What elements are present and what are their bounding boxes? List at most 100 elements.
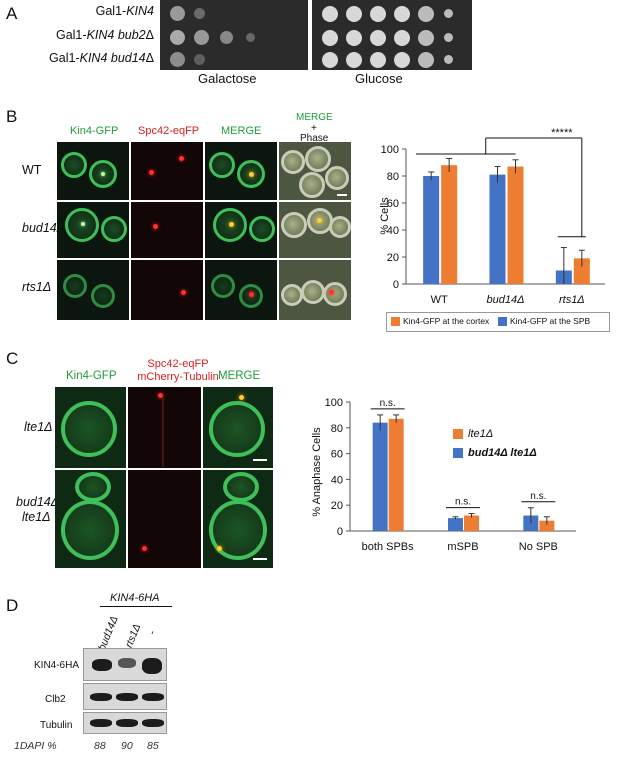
chart-c-ytick-label: 20 bbox=[331, 500, 343, 512]
panel-a-letter: A bbox=[6, 4, 18, 23]
micro-b-bud14-merge bbox=[205, 202, 277, 258]
micro-c-bud14-red bbox=[128, 470, 201, 568]
d-blot-label-clb2: Clb2 bbox=[45, 694, 66, 705]
col-kin4-gfp: Kin4-GFP bbox=[70, 125, 119, 137]
row-label-bud14: bud14Δ bbox=[22, 221, 66, 235]
galactose-plate bbox=[160, 0, 308, 70]
glucose-plate bbox=[312, 0, 472, 70]
micro-c-lte1-merge bbox=[203, 387, 273, 468]
chart-c-ytick-label: 60 bbox=[331, 449, 343, 461]
d-dapi-2: 90 bbox=[121, 740, 133, 752]
chart-b-bar bbox=[441, 165, 458, 284]
panel-d-letter: D bbox=[6, 596, 19, 615]
chart-b-bar bbox=[507, 166, 524, 284]
c-row-lte1: lte1Δ bbox=[24, 420, 53, 434]
micro-b-rts1-spc42 bbox=[131, 260, 203, 320]
strain-label-2: Gal1-KIN4 bub2Δ bbox=[55, 28, 154, 42]
condition-glucose: Glucose bbox=[355, 71, 403, 86]
col-merge-phase-2: Phase bbox=[300, 133, 329, 144]
col-spc42: Spc42-eqFP bbox=[138, 125, 200, 137]
chart-c-bar bbox=[448, 518, 463, 531]
legend-b-cortex-swatch bbox=[391, 317, 400, 326]
c-col-spc42: Spc42-eqFP bbox=[147, 358, 209, 370]
micro-b-rts1-gfp bbox=[57, 260, 129, 320]
legend-b-cortex: Kin4-GFP at the cortex bbox=[403, 316, 490, 326]
d-dapi-label: 1DAPI % bbox=[14, 740, 57, 752]
d-lane-wt: - bbox=[146, 628, 159, 637]
chart-c-ytick-label: 100 bbox=[325, 397, 343, 409]
micro-c-lte1-red bbox=[128, 387, 201, 468]
micro-b-rts1-merge bbox=[205, 260, 277, 320]
d-blot-label-tubulin: Tubulin bbox=[40, 720, 73, 731]
col-merge-phase-plus: + bbox=[311, 123, 317, 134]
chart-b-ytick-label: 0 bbox=[393, 279, 399, 291]
chart-c-bar bbox=[372, 422, 388, 531]
d-blot-label-kin4: KIN4-6HA bbox=[34, 660, 80, 671]
strain-label-1: Gal1-KIN4 bbox=[95, 4, 154, 18]
panel-b-letter: B bbox=[6, 107, 18, 126]
col-merge: MERGE bbox=[221, 125, 262, 137]
micro-b-wt-gfp bbox=[57, 142, 129, 200]
chart-c-ytick-label: 80 bbox=[331, 423, 343, 435]
micro-b-rts1-phase bbox=[279, 260, 351, 320]
d-lane-bud14: bud14Δ bbox=[96, 614, 121, 653]
strain-label-3: Gal1-KIN4 bud14Δ bbox=[49, 51, 154, 65]
col-merge-phase-1: MERGE bbox=[296, 112, 333, 123]
chart-b-category-label: WT bbox=[431, 294, 448, 306]
d-dapi-3: 85 bbox=[147, 740, 159, 752]
d-header: KIN4-6HA bbox=[110, 592, 160, 604]
chart-c-category-label: both SPBs bbox=[362, 541, 414, 553]
d-blot-kin4 bbox=[83, 648, 167, 681]
micro-c-bud14-gfp bbox=[55, 470, 126, 568]
chart-b-ylabel: % Cells bbox=[379, 197, 391, 235]
chart-c-category-label: mSPB bbox=[447, 541, 478, 553]
d-blot-clb2 bbox=[83, 683, 167, 710]
chart-b-ytick-label: 100 bbox=[381, 144, 399, 156]
chart-c-ns-label: n.s. bbox=[380, 398, 396, 409]
c-col-tubulin: mCherry-Tubulin bbox=[137, 371, 219, 383]
d-lane-rts1: rts1Δ bbox=[123, 622, 144, 650]
c-row-bud14-lte1: lte1Δ bbox=[22, 510, 51, 524]
micro-c-lte1-gfp bbox=[55, 387, 126, 468]
c-col-kin4-gfp: Kin4-GFP bbox=[66, 370, 117, 382]
chart-c-bar bbox=[388, 418, 404, 531]
chart-c-ns-label: n.s. bbox=[455, 497, 471, 508]
d-header-line bbox=[100, 606, 172, 607]
chart-b: % Cells 0 20 40 60 80 100 WT bud14Δ rts1Δ ***** bbox=[379, 128, 605, 306]
micro-b-wt-spc42 bbox=[131, 142, 203, 200]
d-blot-tubulin bbox=[83, 712, 167, 734]
chart-b-ytick-label: 60 bbox=[387, 198, 399, 210]
micro-b-bud14-gfp bbox=[57, 202, 129, 258]
legend-b-spb-swatch bbox=[498, 317, 507, 326]
chart-c-bar bbox=[464, 515, 479, 531]
chart-c-bar bbox=[523, 515, 539, 531]
chart-b-ytick-label: 80 bbox=[387, 171, 399, 183]
chart-b-ytick-label: 20 bbox=[387, 252, 399, 264]
legend-c-lte1: lte1Δ bbox=[468, 428, 494, 440]
micro-b-bud14-phase bbox=[279, 202, 351, 258]
legend-c-bud14: bud14Δ lte1Δ bbox=[468, 447, 537, 459]
chart-b-category-label: bud14Δ bbox=[487, 294, 525, 306]
micro-b-wt-merge bbox=[205, 142, 277, 200]
micro-b-bud14-spc42 bbox=[131, 202, 203, 258]
legend-b-spb: Kin4-GFP at the SPB bbox=[510, 316, 591, 326]
chart-b-bar bbox=[573, 258, 590, 284]
chart-b-legend bbox=[386, 312, 610, 332]
legend-c-lte1-swatch bbox=[453, 429, 463, 439]
panel-c-letter: C bbox=[6, 349, 19, 368]
chart-b-ytick-label: 40 bbox=[387, 225, 399, 237]
chart-c-ytick-label: 40 bbox=[331, 474, 343, 486]
d-dapi-1: 88 bbox=[94, 740, 106, 752]
micro-b-wt-phase bbox=[279, 142, 351, 200]
chart-b-category-label: rts1Δ bbox=[559, 294, 585, 306]
c-col-merge: MERGE bbox=[218, 370, 261, 382]
c-row-bud14: bud14Δ bbox=[16, 495, 60, 509]
condition-galactose: Galactose bbox=[198, 71, 257, 86]
chart-c-ytick-label: 0 bbox=[337, 526, 343, 538]
row-label-rts1: rts1Δ bbox=[22, 280, 52, 294]
legend-c-bud14-swatch bbox=[453, 448, 463, 458]
chart-b-significance: ***** bbox=[551, 128, 573, 139]
chart-b-bar bbox=[489, 174, 506, 284]
micro-c-bud14-merge bbox=[203, 470, 273, 568]
row-label-wt: WT bbox=[22, 163, 42, 177]
